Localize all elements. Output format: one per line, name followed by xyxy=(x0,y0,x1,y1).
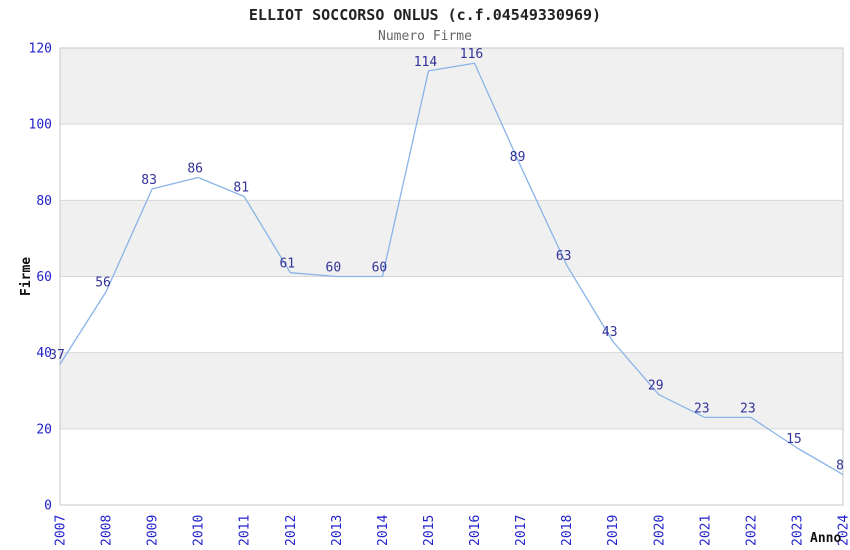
data-point-label: 56 xyxy=(95,276,111,291)
plot-border xyxy=(59,47,844,506)
data-point-label: 15 xyxy=(786,432,802,447)
chart-subtitle: Numero Firme xyxy=(378,29,472,44)
plot-area: 0 20 40 60 80 100 120 2007 2008 2009 2010 2011 2012 2… xyxy=(29,42,850,547)
chart-title: ELLIOT SOCCORSO ONLUS (c.f.04549330969) xyxy=(249,6,601,24)
x-tick-label: 2016 xyxy=(468,515,483,546)
x-tick-label: 2010 xyxy=(192,515,207,546)
data-point-label: 23 xyxy=(740,401,756,416)
data-point-label: 43 xyxy=(602,325,618,340)
x-tick-label: 2011 xyxy=(238,515,253,546)
y-tick-label: 100 xyxy=(29,118,52,133)
x-tick-label: 2019 xyxy=(606,515,621,546)
y-tick-label: 80 xyxy=(36,194,52,209)
y-tick-label: 20 xyxy=(36,422,52,437)
y-tick-label: 0 xyxy=(44,499,52,514)
data-point-label: 60 xyxy=(372,261,388,276)
x-tick-label: 2018 xyxy=(560,515,575,546)
data-point-label: 116 xyxy=(460,47,483,62)
x-tick-label: 2021 xyxy=(698,515,713,546)
data-point-label: 61 xyxy=(279,257,295,272)
x-tick-label: 2012 xyxy=(284,515,299,546)
x-tick-label: 2023 xyxy=(790,515,805,546)
x-tick-label: 2013 xyxy=(330,515,345,546)
data-point-label: 83 xyxy=(141,173,157,188)
data-point-label: 81 xyxy=(233,181,249,196)
data-point-label: 63 xyxy=(556,249,572,264)
data-line xyxy=(59,62,844,476)
data-point-label: 89 xyxy=(510,150,526,165)
data-point-label: 114 xyxy=(414,55,438,70)
data-point-label: 86 xyxy=(187,161,203,176)
band xyxy=(60,200,843,277)
y-tick-label: 40 xyxy=(36,346,52,361)
data-point-label: 60 xyxy=(326,261,342,276)
data-point-label: 37 xyxy=(49,348,65,363)
band xyxy=(60,352,843,429)
x-tick-label: 2014 xyxy=(376,515,391,546)
data-point-label: 23 xyxy=(694,401,710,416)
band xyxy=(60,48,843,125)
x-tick-label: 2022 xyxy=(744,515,759,546)
y-tick-label: 120 xyxy=(29,42,52,57)
data-point-label: 29 xyxy=(648,379,664,394)
x-tick-label: 2007 xyxy=(54,515,69,546)
x-tick-label: 2024 xyxy=(837,515,850,546)
x-tick-label: 2015 xyxy=(422,515,437,546)
x-axis-title: Anno xyxy=(810,531,841,546)
x-tick-label: 2017 xyxy=(514,515,529,546)
data-point-label: 8 xyxy=(836,459,844,474)
x-tick-label: 2008 xyxy=(100,515,115,546)
x-tick-label: 2020 xyxy=(652,515,667,546)
y-axis-title: Firme xyxy=(19,257,34,296)
y-tick-label: 60 xyxy=(36,270,52,285)
x-tick-label: 2009 xyxy=(146,515,161,546)
